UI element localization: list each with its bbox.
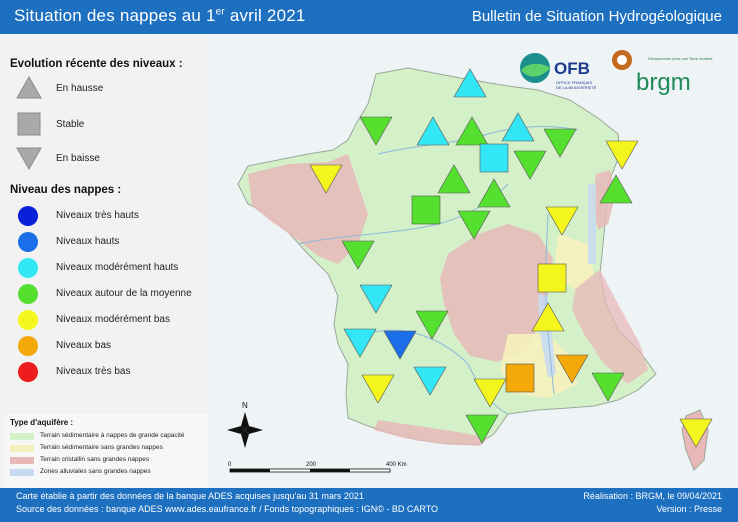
footer-realisation: Réalisation : BRGM, le 09/04/2021 <box>583 491 722 501</box>
alluvial-rhine <box>588 184 596 264</box>
aquifer-swatch <box>10 445 34 452</box>
falling-marker <box>361 374 395 404</box>
scale-label-0: 0 <box>228 462 232 468</box>
page-title: Situation des nappes au 1er avril 2021 <box>14 6 306 25</box>
legend-niveau-label: Niveaux bas <box>56 340 112 351</box>
aquifer-label: Terrain sédimentaire à nappes de grande … <box>40 432 185 439</box>
falling-marker <box>473 378 507 408</box>
legend-evolution-stable-label: Stable <box>56 119 85 130</box>
legend-color-dot-icon <box>18 362 38 382</box>
aquifer-legend-item: Terrain sédimentaire sans grandes nappes <box>10 444 210 453</box>
scale-bar: 0 200 400 Km <box>228 462 407 473</box>
falling-marker <box>555 354 589 384</box>
triangle-down-icon <box>16 147 42 170</box>
ofb-logo-subtext-1: OFFICE FRANÇAIS <box>556 80 592 85</box>
falling-marker <box>341 240 375 270</box>
bulletin-subtitle: Bulletin de Situation Hydrogéologique <box>471 8 722 25</box>
aquifer-legend-item: Terrain sédimentaire à nappes de grande … <box>10 432 210 441</box>
falling-marker <box>309 164 343 194</box>
falling-marker <box>457 210 491 240</box>
falling-marker <box>513 150 547 180</box>
rising-marker <box>437 164 471 194</box>
aquifer-label: Terrain sédimentaire sans grandes nappes <box>40 444 163 451</box>
ofb-logo-subtext-2: DE LA BIODIVERSITÉ <box>556 85 597 90</box>
scale-label-400: 400 Km <box>386 462 407 468</box>
falling-marker <box>543 128 577 158</box>
falling-marker <box>605 140 639 170</box>
footer-version: Version : Presse <box>656 504 722 514</box>
alps <box>572 270 648 384</box>
legend-color-dot-icon <box>18 206 38 226</box>
brgm-logo-text: brgm <box>636 69 691 96</box>
aquifer-legend-item: Terrain cristallin sans grandes nappes <box>10 456 210 465</box>
falling-marker <box>383 330 417 360</box>
stable-marker <box>411 195 441 225</box>
aquifer-legend-item: Zones alluviales sans grandes nappes <box>10 468 210 477</box>
falling-marker <box>359 284 393 314</box>
compass-north-label: N <box>242 401 248 410</box>
footer-data-note: Carte établie à partir des données de la… <box>16 491 364 501</box>
footer-source-note: Source des données : banque ADES www.ade… <box>16 504 439 514</box>
legend-panel: Evolution récente des niveaux : En hauss… <box>0 34 208 488</box>
ofb-logo: OFB OFFICE FRANÇAIS DE LA BIODIVERSITÉ <box>520 53 597 90</box>
hydro-markers <box>309 68 713 448</box>
rising-marker <box>501 112 535 142</box>
massif-armoricain <box>248 154 368 264</box>
massif-central <box>440 224 553 362</box>
legend-color-dot-icon <box>18 258 38 278</box>
brgm-tagline: Géosciences pour une Terre durable <box>648 56 713 61</box>
falling-marker <box>343 328 377 358</box>
rising-marker <box>599 174 633 204</box>
legend-color-dot-icon <box>18 336 38 356</box>
falling-marker <box>465 414 499 444</box>
legend-niveau-label: Niveaux très bas <box>56 366 131 377</box>
legend-niveau-label: Niveaux modérément hauts <box>56 262 179 273</box>
niveau-legend-title: Niveau des nappes : <box>10 184 122 196</box>
legend-color-dot-icon <box>18 232 38 252</box>
aquifer-swatch <box>10 457 34 464</box>
falling-marker <box>545 206 579 236</box>
aquifer-swatch <box>10 433 34 440</box>
evolution-legend-title: Evolution récente des niveaux : <box>10 58 183 70</box>
aquifer-swatch <box>10 469 34 476</box>
falling-marker <box>359 116 393 146</box>
compass-rose: N <box>227 401 263 448</box>
aquifer-label: Zones alluviales sans grandes nappes <box>40 468 151 475</box>
falling-marker <box>413 366 447 396</box>
aquifer-legend: Type d'aquifère : Terrain sédimentaire à… <box>4 414 208 488</box>
stable-marker <box>479 143 509 173</box>
square-icon <box>17 112 41 136</box>
legend-evolution-up-label: En hausse <box>56 83 104 94</box>
falling-marker <box>415 310 449 340</box>
aquifer-label: Terrain cristallin sans grandes nappes <box>40 456 150 463</box>
triangle-up-icon <box>16 76 42 99</box>
header-bar: Situation des nappes au 1er avril 2021 B… <box>0 0 738 34</box>
aquifer-legend-title: Type d'aquifère : <box>10 418 74 427</box>
falling-marker <box>679 418 713 448</box>
rising-marker <box>531 302 565 332</box>
ofb-logo-text: OFB <box>554 59 590 78</box>
legend-color-dot-icon <box>18 284 38 304</box>
footer-bar: Carte établie à partir des données de la… <box>0 488 738 522</box>
falling-marker <box>591 372 625 402</box>
rising-marker <box>477 178 511 208</box>
rising-marker <box>453 68 487 98</box>
legend-niveau-label: Niveaux très hauts <box>56 210 139 221</box>
legend-niveau-label: Niveaux hauts <box>56 236 120 247</box>
pyrenees <box>374 420 488 446</box>
brgm-logo: Géosciences pour une Terre durable brgm <box>612 50 713 96</box>
scale-label-200: 200 <box>306 462 317 468</box>
rising-marker <box>416 116 450 146</box>
hydrogeology-map: OFB OFFICE FRANÇAIS DE LA BIODIVERSITÉ G… <box>208 34 738 488</box>
legend-color-dot-icon <box>18 310 38 330</box>
legend-niveau-label: Niveaux modérément bas <box>56 314 170 325</box>
legend-niveau-label: Niveaux autour de la moyenne <box>56 288 192 299</box>
stable-marker <box>505 363 535 393</box>
legend-evolution-down-label: En baisse <box>56 153 100 164</box>
stable-marker <box>537 263 567 293</box>
rising-marker <box>455 116 489 146</box>
